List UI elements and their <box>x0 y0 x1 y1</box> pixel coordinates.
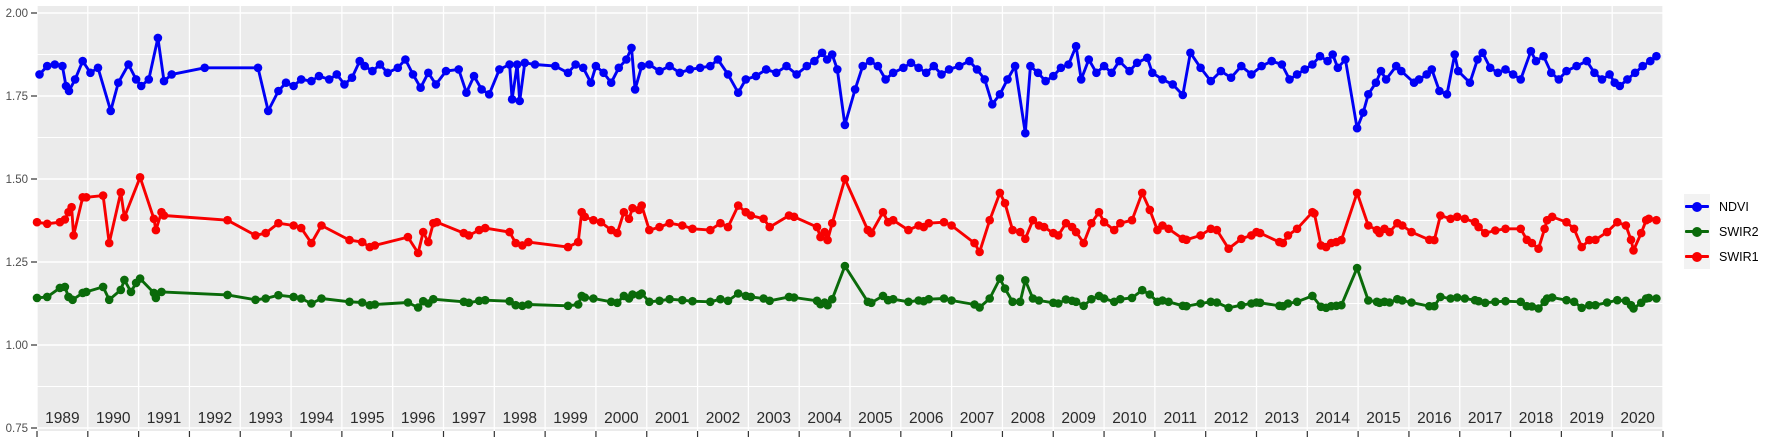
legend-label-ndvi: NDVI <box>1719 199 1749 214</box>
x-tick-label: 2001 <box>655 410 689 427</box>
x-tick-label: 2002 <box>706 410 740 427</box>
x-tick-label: 2020 <box>1620 410 1655 427</box>
y-tick-label: 2.00 <box>6 8 28 20</box>
x-tick-label: 2017 <box>1468 410 1502 427</box>
x-tick-label: 2006 <box>909 410 943 427</box>
x-tick-label: 2015 <box>1366 410 1400 427</box>
x-tick-label: 1998 <box>502 410 536 427</box>
x-tick-label: 2005 <box>858 410 892 427</box>
ndvi-series <box>35 33 1661 138</box>
x-tick-label: 2011 <box>1164 410 1197 427</box>
x-tick-label: 2013 <box>1265 410 1299 427</box>
legend-entry-swir2: SWIR2 <box>1684 219 1759 244</box>
y-tick-label: 1.50 <box>6 174 28 186</box>
x-tick-label: 2019 <box>1570 410 1604 427</box>
y-tick-label: 0.75 <box>6 423 28 435</box>
gridlines <box>36 6 1664 431</box>
x-tick-label: 1995 <box>350 410 384 427</box>
x-tick-label: 1997 <box>452 410 486 427</box>
legend-entry-swir1: SWIR1 <box>1684 244 1759 269</box>
y-tick-label: 1.00 <box>6 340 28 352</box>
legend-entry-ndvi: NDVI <box>1684 194 1759 219</box>
x-tick-label: 1991 <box>147 410 181 427</box>
legend-dot-glyph <box>1692 201 1702 212</box>
x-tick-label: 1996 <box>401 410 435 427</box>
swir2-points <box>32 261 1661 313</box>
y-tick-label: 1.75 <box>6 91 28 103</box>
legend-key-swir1-icon <box>1684 244 1710 269</box>
x-tick-label: 2014 <box>1315 410 1350 427</box>
x-tick-label: 1990 <box>96 410 131 427</box>
y-axis: 0.75 1.00 1.25 1.50 1.75 2.00 <box>6 8 37 435</box>
x-tick-label: 2016 <box>1417 410 1451 427</box>
x-tick-label: 1992 <box>198 410 232 427</box>
legend-label-swir1: SWIR1 <box>1719 249 1759 264</box>
x-tick-label: 2003 <box>757 410 791 427</box>
x-tick-label: 2009 <box>1061 410 1095 427</box>
legend-label-swir2: SWIR2 <box>1719 224 1759 239</box>
legend: NDVI SWIR2 SWIR1 <box>1684 194 1759 269</box>
x-tick-label: 2010 <box>1112 410 1147 427</box>
x-tick-label: 2012 <box>1214 410 1248 427</box>
x-tick-label: 1989 <box>45 410 79 427</box>
x-tick-label: 1993 <box>248 410 282 427</box>
legend-key-swir2-icon <box>1684 219 1710 244</box>
y-tick-label: 1.25 <box>6 257 28 269</box>
x-tick-label: 2008 <box>1011 410 1045 427</box>
x-tick-label: 1999 <box>553 410 587 427</box>
swir1-points <box>32 173 1661 258</box>
legend-key-ndvi-icon <box>1684 194 1710 219</box>
legend-dot-glyph <box>1692 251 1702 262</box>
x-tick-label: 2007 <box>960 410 994 427</box>
x-axis: 1989 1990 1991 1992 1993 1994 1995 1996 1997 1998… <box>36 410 1664 437</box>
ndvi-points <box>35 33 1661 138</box>
x-tick-label: 2018 <box>1519 410 1553 427</box>
legend-dot-glyph <box>1692 226 1702 237</box>
x-tick-label: 2004 <box>807 410 842 427</box>
swir1-series <box>32 173 1661 258</box>
x-tick-label: 1994 <box>299 410 334 427</box>
swir2-series <box>32 261 1661 313</box>
x-tick-label: 2000 <box>604 410 639 427</box>
